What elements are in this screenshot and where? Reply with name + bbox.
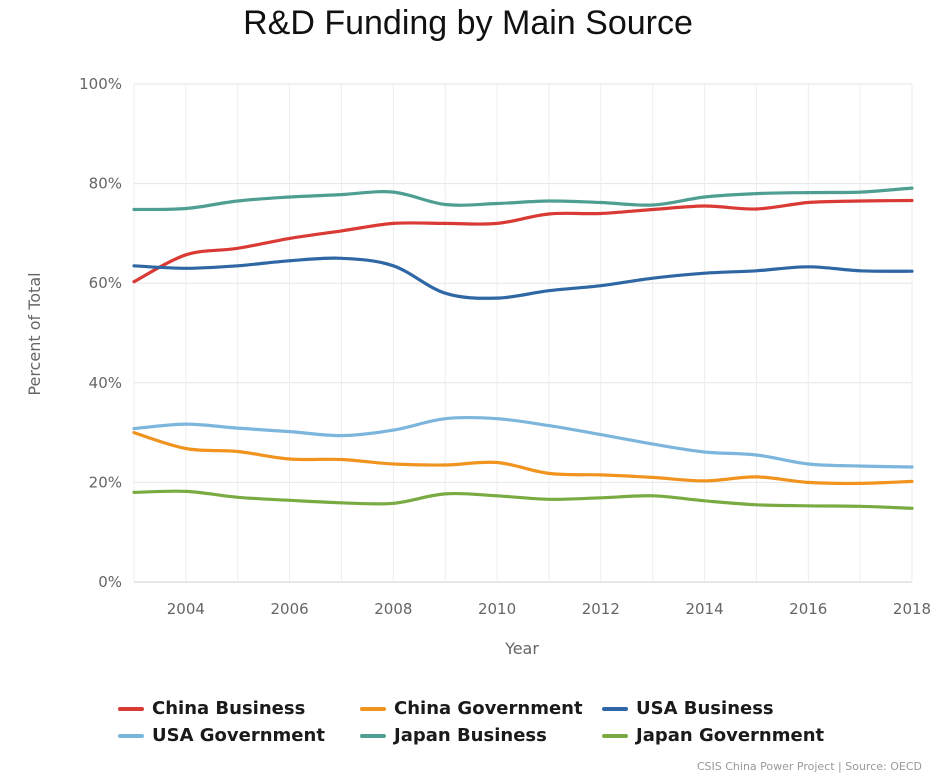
legend-item-china-business: China Business [118, 698, 360, 719]
legend-item-usa-business: USA Business [602, 698, 902, 719]
x-tick-label: 2016 [789, 600, 827, 618]
legend-swatch [118, 733, 144, 738]
x-axis-title: Year [504, 639, 539, 658]
legend-label: USA Business [636, 698, 774, 719]
legend-item-japan-government: Japan Government [602, 725, 902, 746]
y-axis-title: Percent of Total [25, 272, 44, 395]
source-note: CSIS China Power Project | Source: OECD [696, 760, 922, 773]
legend-label: Japan Business [394, 725, 547, 746]
x-tick-label: 2006 [271, 600, 309, 618]
x-tick-label: 2004 [167, 600, 205, 618]
legend-item-usa-government: USA Government [118, 725, 360, 746]
series-lines [132, 186, 914, 510]
legend-label: China Business [152, 698, 306, 719]
legend-label: USA Government [152, 725, 325, 746]
x-tick-label: 2008 [374, 600, 412, 618]
y-tick-label: 100% [79, 75, 122, 93]
x-tick-label: 2014 [685, 600, 723, 618]
grid [133, 83, 913, 583]
legend-item-china-government: China Government [360, 698, 602, 719]
legend-swatch [602, 706, 628, 711]
line-chart: 0% 20% 40% 60% 80% 100% 2004 2006 2008 2010 2012 20… [25, 75, 931, 658]
x-tick-label: 2012 [582, 600, 620, 618]
legend-swatch [602, 733, 628, 738]
legend-label: China Government [394, 698, 583, 719]
y-tick-label: 0% [98, 573, 122, 591]
x-tick-label: 2018 [893, 600, 931, 618]
y-tick-label: 80% [89, 175, 122, 193]
series-line-usa-government [132, 415, 914, 469]
legend-label: Japan Government [636, 725, 825, 746]
x-tick-label: 2010 [478, 600, 516, 618]
axis-ticks: 0% 20% 40% 60% 80% 100% 2004 2006 2008 2010 2012 20… [79, 75, 931, 618]
legend-swatch [118, 706, 144, 711]
series-line-china-business [132, 198, 914, 284]
chart-title: R&D Funding by Main Source [243, 4, 693, 42]
y-tick-label: 20% [89, 473, 122, 491]
legend-swatch [360, 706, 386, 711]
legend: China Business China Government USA Busine… [118, 698, 918, 746]
y-tick-label: 60% [89, 274, 122, 292]
series-line-japan-business [132, 186, 914, 212]
series-line-usa-business [132, 256, 914, 300]
series-line-china-government [132, 431, 914, 486]
legend-swatch [360, 733, 386, 738]
y-tick-label: 40% [89, 374, 122, 392]
series-line-japan-government [132, 489, 914, 510]
legend-item-japan-business: Japan Business [360, 725, 602, 746]
